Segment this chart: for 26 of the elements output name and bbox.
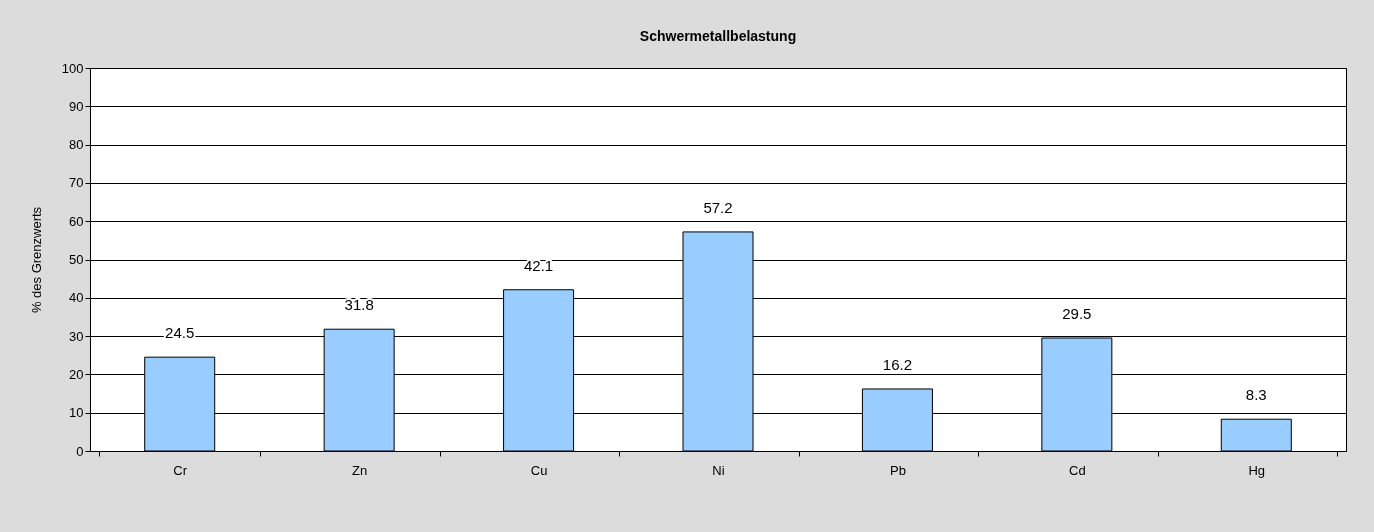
y-tick-label: 0 [76,443,84,459]
y-tick-label: 50 [69,252,84,267]
x-tick-label: Ni [712,462,725,478]
y-axis-title: % des Grenzwerts [28,206,44,314]
y-tick-label: 10 [69,405,84,421]
y-tick-label: 90 [69,98,84,114]
x-tick-label: Cr [173,462,188,478]
y-tick-label: 70 [69,175,84,191]
data-label: 16.2 [882,355,913,373]
data-label: 57.2 [703,198,733,216]
x-tick-label: Cd [1069,462,1086,478]
data-label: 31.8 [344,296,374,314]
chart-title: Schwermetallbelastung [639,28,797,44]
y-tick-label: 20 [69,366,84,382]
y-tick-label: 100 [61,60,84,76]
x-tick-label: Pb [889,462,906,478]
x-tick-label: Cu [530,462,548,478]
data-label: 29.5 [1062,305,1092,323]
data-label: 42.1 [523,256,554,274]
x-tick-label: Hg [1248,462,1266,478]
y-tick-label: 40 [69,290,84,306]
y-tick-label: 60 [69,213,84,229]
y-tick-label: 30 [69,328,84,344]
y-tick-label: 80 [69,137,84,153]
data-label: 8.3 [1245,386,1267,404]
x-tick-label: Zn [352,462,368,478]
